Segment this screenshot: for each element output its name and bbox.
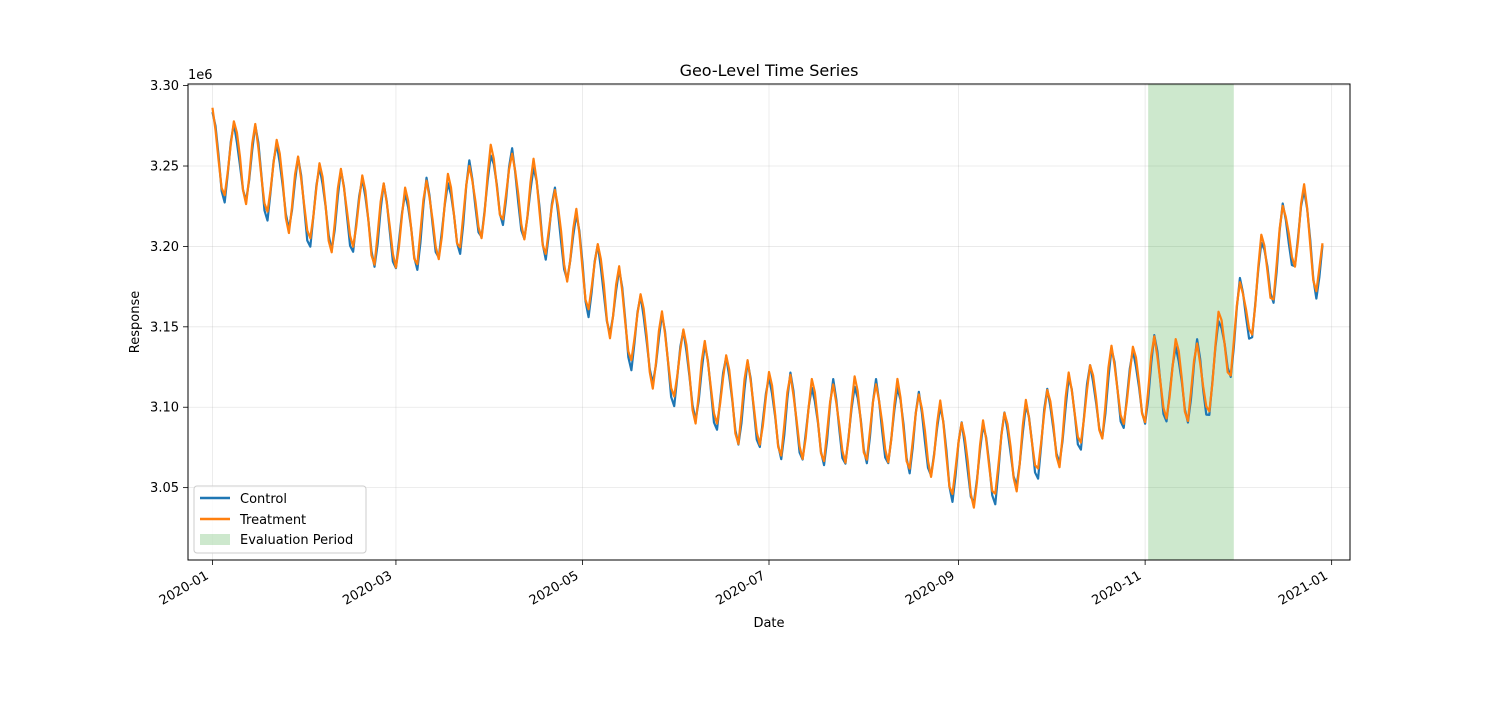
- y-axis-offset-label: 1e6: [188, 68, 213, 83]
- y-tick-label: 3.15: [150, 320, 179, 335]
- legend-box: [193, 485, 367, 554]
- y-tick-label: 3.30: [150, 79, 179, 94]
- y-tick-label: 3.20: [150, 240, 179, 255]
- x-axis-label: Date: [753, 616, 784, 631]
- plot-area: [188, 84, 1350, 560]
- legend-evaluation-swatch: [200, 534, 230, 545]
- grid: [188, 84, 1350, 560]
- series-lines: [211, 107, 1324, 509]
- y-tick-label: 3.05: [150, 481, 179, 496]
- chart-title: Geo-Level Time Series: [680, 61, 859, 80]
- legend-control-label: Control: [240, 492, 287, 507]
- y-tick-label: 3.25: [150, 160, 179, 175]
- legend-treatment-label: Treatment: [239, 513, 306, 528]
- treatment-series-line: [211, 107, 1324, 509]
- y-axis-ticks: 3.05 3.10 3.15 3.20 3.25 3.30: [150, 79, 188, 496]
- legend-evaluation-label: Evaluation Period: [240, 533, 353, 548]
- y-axis-label: Response: [128, 291, 143, 353]
- y-tick-label: 3.10: [150, 401, 179, 416]
- legend: Control Treatment Evaluation Period: [193, 485, 367, 554]
